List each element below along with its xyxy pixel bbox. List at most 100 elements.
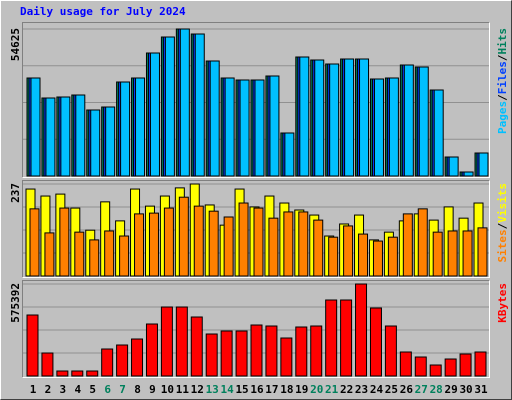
bar [402, 213, 413, 277]
x-tick-label: 15 [235, 383, 248, 396]
legend-entry: Files [496, 61, 509, 94]
bar [190, 316, 203, 377]
bar [86, 370, 99, 377]
bar [131, 338, 144, 377]
x-tick-label: 21 [325, 383, 339, 396]
bar [444, 358, 457, 377]
bar [369, 307, 382, 377]
bar [417, 208, 428, 277]
bar [205, 333, 218, 377]
x-tick-label: 13 [206, 383, 219, 396]
bar [448, 156, 459, 177]
bar [384, 325, 397, 377]
plot-bevel-dark [22, 22, 490, 178]
legend: KBytes [496, 283, 509, 323]
x-tick-label: 18 [280, 383, 293, 396]
bar [26, 314, 39, 377]
bar [224, 77, 235, 177]
x-tick-label: 26 [400, 383, 414, 396]
bar [135, 77, 146, 177]
x-tick-label: 16 [250, 383, 264, 396]
bar [104, 230, 115, 277]
y-tick-label: 54625 [9, 28, 22, 61]
bar [373, 78, 384, 177]
plot-bevel-light [22, 22, 490, 178]
x-tick-label: 2 [45, 383, 52, 396]
legend: Sites/Visits [496, 183, 509, 263]
bar [329, 63, 340, 177]
x-tick-label: 24 [370, 383, 384, 396]
bar [239, 79, 250, 177]
bar [238, 202, 249, 277]
bar [340, 299, 353, 377]
x-tick-label: 17 [265, 383, 278, 396]
x-tick-label: 29 [445, 383, 458, 396]
bar [193, 205, 204, 277]
x-tick-label: 23 [355, 383, 368, 396]
legend-separator: / [496, 54, 509, 61]
bar [254, 79, 265, 177]
legend-entry: Sites [496, 229, 509, 262]
x-tick-label: 7 [119, 383, 126, 396]
bar [44, 232, 55, 277]
legend-entry: Hits [496, 28, 509, 55]
bar [250, 324, 263, 377]
bar [418, 66, 429, 177]
bar [399, 351, 412, 377]
bar [298, 211, 309, 277]
legend-separator: / [496, 222, 509, 229]
bar [134, 213, 145, 277]
x-tick-label: 8 [134, 383, 141, 396]
legend-entry: KBytes [496, 283, 509, 323]
bar [403, 64, 414, 177]
bar [145, 323, 158, 377]
bar [208, 210, 219, 277]
bar [313, 219, 324, 277]
bar [101, 348, 114, 377]
bar [343, 225, 354, 277]
bar [462, 230, 473, 277]
bar [235, 330, 248, 377]
x-tick-label: 28 [430, 383, 443, 396]
x-tick-label: 20 [310, 383, 323, 396]
x-tick-label: 31 [474, 383, 488, 396]
bar [149, 52, 160, 177]
x-tick-label: 6 [104, 383, 111, 396]
bar [328, 236, 339, 277]
bar [178, 196, 189, 277]
bar [59, 207, 70, 277]
bar [220, 330, 233, 377]
bar [459, 353, 472, 377]
x-tick-label: 3 [60, 383, 67, 396]
bar [269, 75, 280, 177]
plot-bevel-light [22, 280, 490, 378]
bar [90, 109, 101, 177]
bar [447, 230, 458, 277]
bar [30, 77, 41, 177]
bar [163, 207, 174, 277]
x-tick-label: 11 [176, 383, 190, 396]
bar [29, 208, 40, 277]
bar [60, 96, 71, 177]
bar [432, 231, 443, 277]
bar [265, 325, 278, 377]
bar [474, 351, 487, 377]
x-tick-label: 22 [340, 383, 353, 396]
x-tick-label: 4 [74, 383, 81, 396]
bar [120, 81, 131, 177]
bar [414, 356, 427, 377]
y-tick-label: 237 [9, 183, 22, 203]
bar [71, 370, 84, 377]
bar [194, 33, 205, 177]
plot-bevel-dark [22, 180, 490, 278]
bar [175, 306, 188, 377]
bar [74, 231, 85, 277]
bar [160, 306, 173, 377]
bar [284, 132, 295, 177]
x-tick-label: 19 [295, 383, 308, 396]
bar [372, 240, 383, 277]
bar [355, 283, 368, 377]
bar [253, 207, 264, 277]
bar [280, 337, 293, 377]
x-tick-label: 9 [149, 383, 156, 396]
